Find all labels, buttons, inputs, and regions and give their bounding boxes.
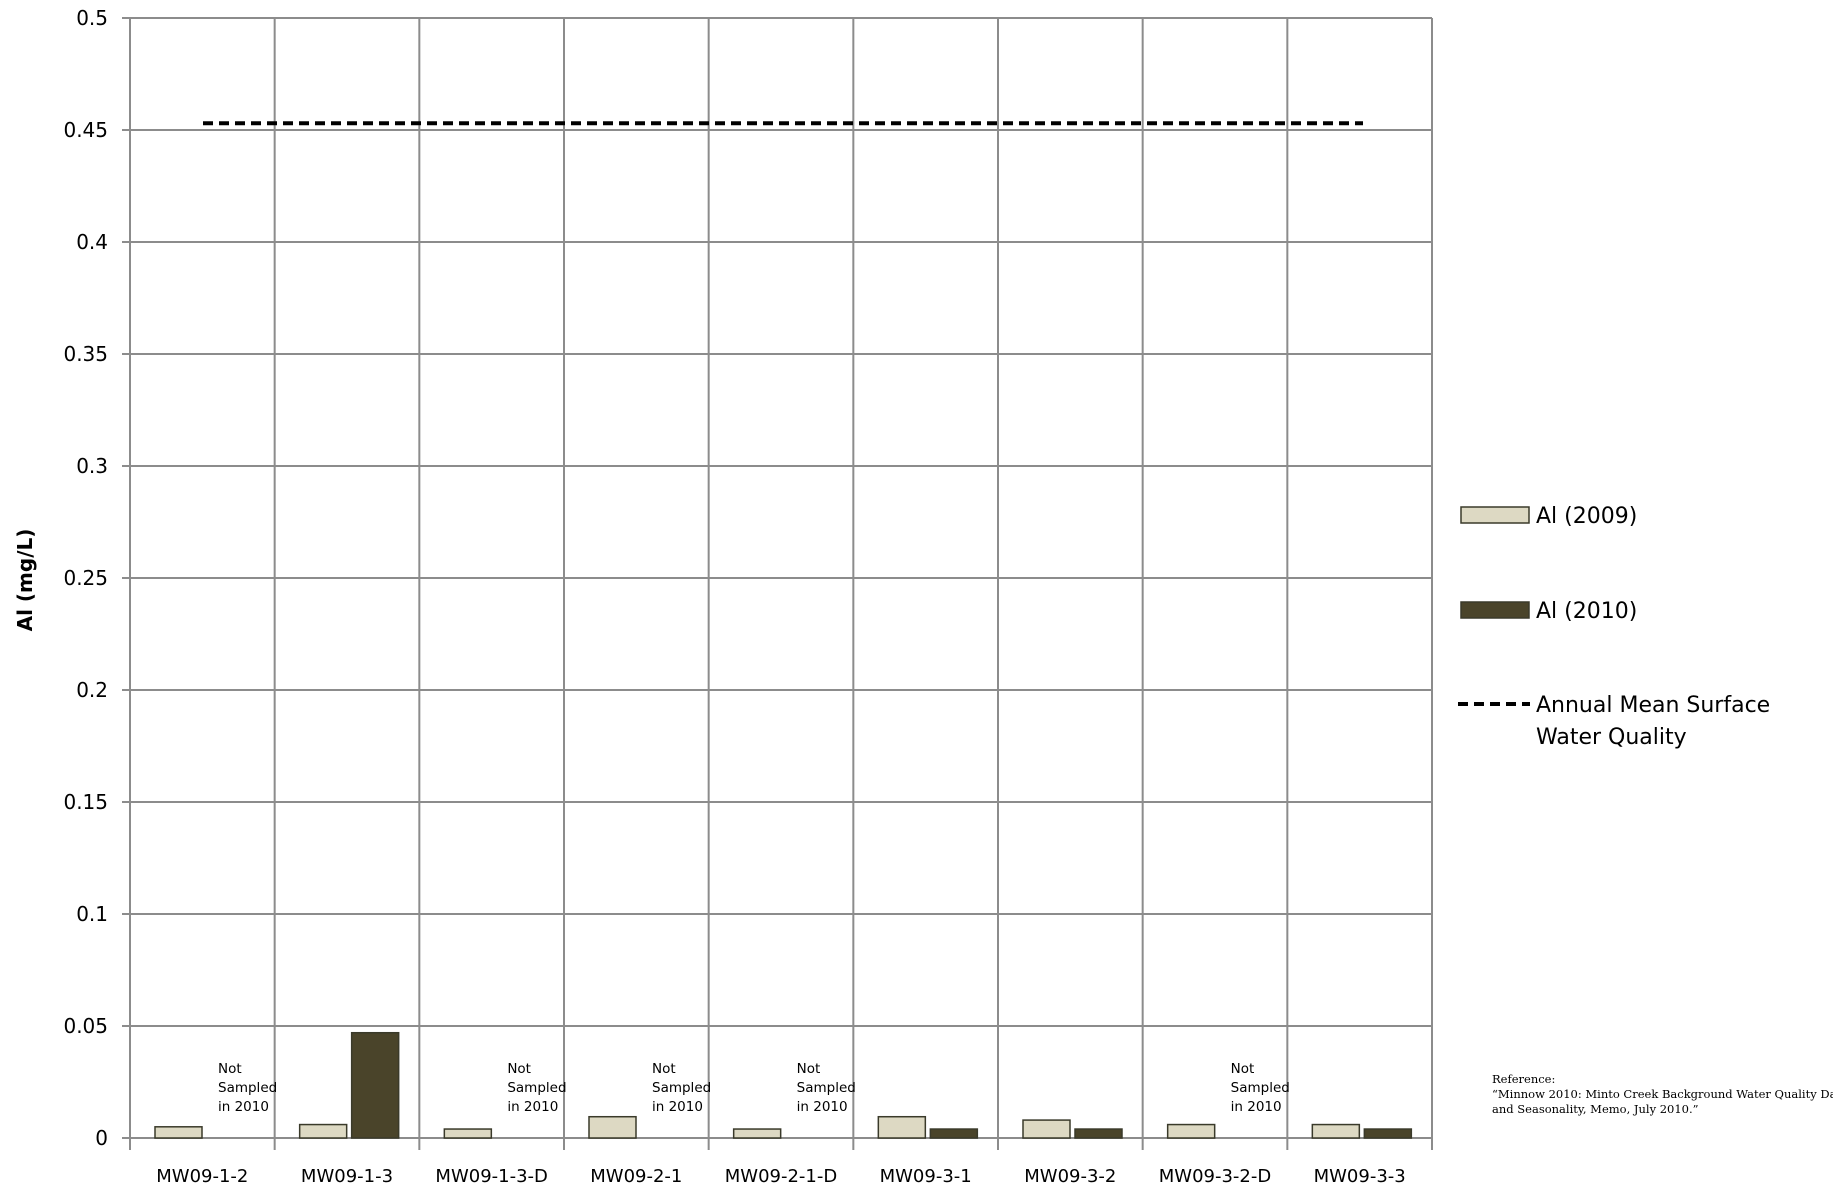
- reference-note-text: Reference: “Minnow 2010: Minto Creek Back…: [1492, 1072, 1833, 1116]
- x-tick-label: MW09-3-3: [1314, 1166, 1406, 1186]
- bar-2010: [929, 1128, 979, 1139]
- x-tick-label: MW09-2-1-D: [725, 1166, 837, 1186]
- note-line: Not: [1231, 1061, 1255, 1077]
- bar-2009: [154, 1126, 203, 1139]
- bar-2010: [1074, 1128, 1123, 1139]
- y-tick-label: 0.4: [76, 230, 108, 254]
- not-sampled-note: Not Sampled in 2010: [507, 1061, 566, 1115]
- note-line: Not: [218, 1061, 242, 1077]
- y-axis-title: Al (mg/L): [13, 529, 37, 632]
- note-line: Sampled: [652, 1080, 711, 1096]
- x-axis-ticks: MW09-1-2 MW09-1-3 MW09-1-3-D MW09-2-1 MW09-2…: [156, 1166, 1405, 1186]
- x-tick-label: MW09-2-1: [590, 1166, 682, 1186]
- bar-2009: [1022, 1119, 1071, 1139]
- legend: Al (2009) Al (2010) Annual Mean Surface Wat…: [1458, 504, 1770, 750]
- x-tick-label: MW09-1-3: [301, 1166, 393, 1186]
- note-line: Sampled: [797, 1080, 856, 1096]
- legend-label-line: Annual Mean Surface: [1536, 693, 1770, 718]
- bar-2010: [1363, 1128, 1413, 1139]
- note-line: in 2010: [1231, 1099, 1282, 1115]
- reference-note-line: “Minnow 2010: Minto Creek Background Wat…: [1492, 1087, 1833, 1101]
- y-tick-label: 0.35: [63, 342, 108, 366]
- reference-note-line: and Seasonality, Memo, July 2010.”: [1492, 1102, 1699, 1116]
- bar-2009: [588, 1115, 637, 1139]
- legend-label: Al (2009): [1536, 504, 1637, 529]
- y-tick-label: 0: [95, 1126, 108, 1150]
- x-tick-label: MW09-3-2-D: [1159, 1166, 1271, 1186]
- y-axis-ticks: 0 0.05 0.1 0.15 0.2 0.25 0.3 0.35 0.4 0.45 0.5: [63, 6, 108, 1150]
- note-line: Sampled: [218, 1080, 277, 1096]
- y-tick-label: 0.05: [63, 1014, 108, 1038]
- y-tick-label: 0.2: [76, 678, 108, 702]
- note-line: Not: [652, 1061, 676, 1077]
- bar-2009: [1166, 1123, 1216, 1139]
- note-line: in 2010: [797, 1099, 848, 1115]
- y-tick-label: 0.3: [76, 454, 108, 478]
- note-line: Not: [507, 1061, 531, 1077]
- bar-2009: [732, 1128, 782, 1139]
- y-tick-label: 0.5: [76, 6, 108, 30]
- note-line: Not: [797, 1061, 821, 1077]
- x-tick-label: MW09-1-2: [156, 1166, 248, 1186]
- x-tick-label: MW09-1-3-D: [435, 1166, 547, 1186]
- bars: [154, 1031, 1413, 1139]
- bar-2009: [443, 1128, 493, 1139]
- bar-2009: [1311, 1123, 1361, 1139]
- y-tick-label: 0.25: [63, 566, 108, 590]
- reference-note-line: Reference:: [1492, 1072, 1555, 1086]
- y-tick-label: 0.1: [76, 902, 108, 926]
- bar-2009: [298, 1123, 348, 1139]
- y-tick-label: 0.45: [63, 118, 108, 142]
- not-sampled-note: Not Sampled in 2010: [218, 1061, 277, 1115]
- grid: [122, 17, 1433, 1150]
- note-line: Sampled: [1231, 1080, 1290, 1096]
- annotations: Not Sampled in 2010 Not Sampled in 2010 Not Sam…: [218, 1061, 1290, 1115]
- not-sampled-note: Not Sampled in 2010: [652, 1061, 711, 1115]
- legend-label-line: Al (2010): [1536, 599, 1637, 624]
- legend-swatch: [1460, 506, 1530, 524]
- not-sampled-note: Not Sampled in 2010: [1231, 1061, 1290, 1115]
- y-tick-label: 0.15: [63, 790, 108, 814]
- note-line: in 2010: [507, 1099, 558, 1115]
- legend-label: Annual Mean Surface Water Quality: [1536, 693, 1770, 750]
- note-line: in 2010: [652, 1099, 703, 1115]
- reference-note: Reference: “Minnow 2010: Minto Creek Back…: [1492, 1072, 1833, 1116]
- x-tick-label: MW09-3-2: [1024, 1166, 1116, 1186]
- bar-2010: [350, 1031, 400, 1139]
- not-sampled-note: Not Sampled in 2010: [797, 1061, 856, 1115]
- legend-label: Al (2010): [1536, 599, 1637, 624]
- x-tick-label: MW09-3-1: [880, 1166, 972, 1186]
- legend-label-line: Water Quality: [1536, 725, 1687, 750]
- note-line: in 2010: [218, 1099, 269, 1115]
- bar-2009: [877, 1115, 927, 1139]
- note-line: Sampled: [507, 1080, 566, 1096]
- legend-swatch: [1460, 601, 1530, 619]
- legend-label-line: Al (2009): [1536, 504, 1637, 529]
